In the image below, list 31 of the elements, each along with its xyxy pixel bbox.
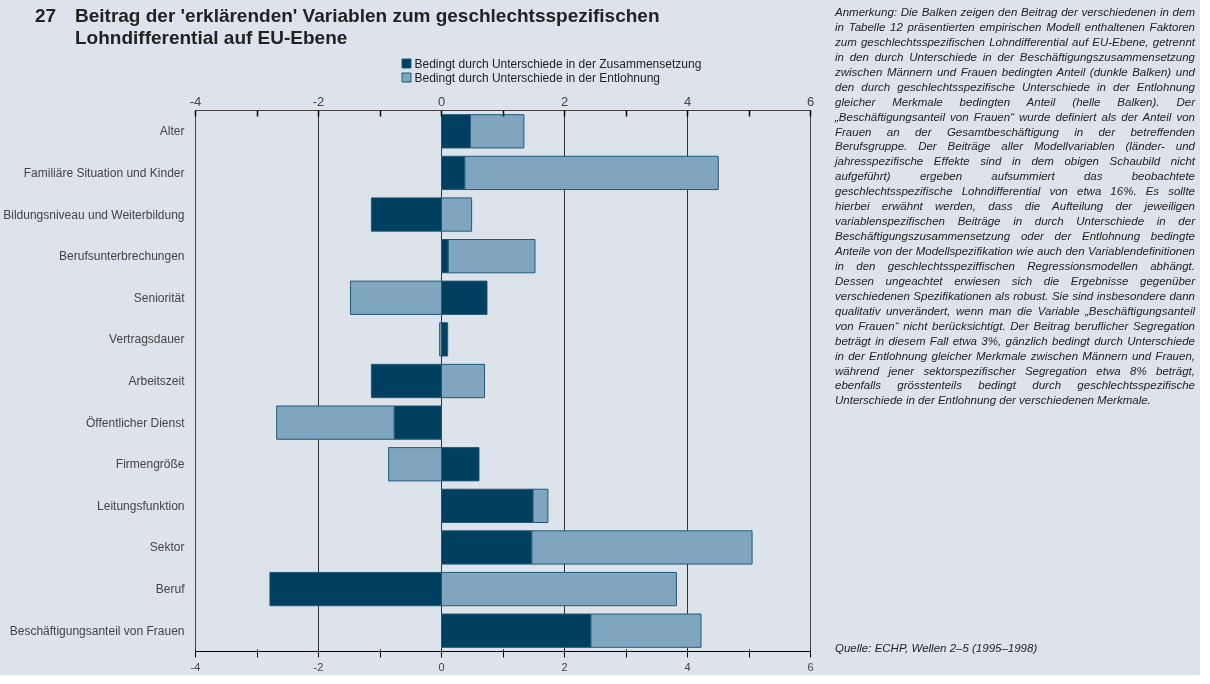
x-tick-label: -2 xyxy=(312,93,325,109)
x2-tick-label: 0 xyxy=(438,660,445,673)
y-tick-label: Berufsunterbrechungen xyxy=(59,249,185,264)
y-tick-label: Beruf xyxy=(155,582,186,597)
legend-label: Bedingt durch Unterschiede in der Entlohnung xyxy=(414,70,660,85)
y-tick-label: Öffentlicher Dienst xyxy=(86,415,186,430)
x-tick-label: -4 xyxy=(189,93,202,109)
x2-tick-label: 2 xyxy=(561,660,568,673)
x-tick-label: 6 xyxy=(806,93,815,109)
y-tick-label: Leitungsfunktion xyxy=(97,498,185,513)
x-tick-label: 4 xyxy=(683,93,692,109)
y-tick-label: Beschäftigungsanteil von Frauen xyxy=(9,623,185,638)
y-tick-label: Alter xyxy=(159,124,185,139)
x-tick-label: 2 xyxy=(560,93,569,109)
x2-tick-label: 4 xyxy=(684,660,691,673)
y-tick-label: Bildungsniveau und Weiterbildung xyxy=(3,207,185,222)
legend-label: Bedingt durch Unterschiede in der Zusammensetzung xyxy=(414,56,702,71)
text: 27 xyxy=(35,5,57,27)
x2-tick-label: -2 xyxy=(313,660,324,673)
x2-tick-label: 6 xyxy=(807,660,814,673)
y-tick-label: Sektor xyxy=(149,540,185,555)
text: Anmerkung: Die Balken zeigen den Beitrag der verschiedenen in dem in Tabelle 12 präsentierten empirischen Modell enthaltenen Faktoren zum geschlechtsspezifischen Lohndifferential auf EU-Ebene, getrennt in den durch Unterschiede in der Beschäftigungszusammensetzung zwischen Männern und Frauen bedingten Anteil (dunkle Balken) und den durch geschlechtsspezifische Unterschiede in der Entlohnung gleicher Merkmale bedingten Anteil (helle Balken). Der „Beschäftigungsanteil von Frauen“ wurde definiert als der Anteil von Frauen an der Gesamtbeschäftigung in der betreffenden Berufsgruppe. Der Beiträge aller Modellvariablen (länder- und jahresspezifische Effekte sind in dem obigen Schaubild nicht aufgeführt) ergeben aufsummiert das beobachtete geschlechtsspezifische Lohndifferential von etwa 16%. Es sollte hierbei erwähnt werden, dass die Aufteilung der jeweiligen variablenspezifischen Beiträge in durch Unterschiede in der Beschäftigungszusammensetzung oder der Entlohnung bedingte Anteile von der Modellspezifikation wie auch den Variablendefinitionen in den geschlechtsspeziffischen Regressionsmodellen abhängt. Dessen ungeachtet erwiesen sich die Ergebnisse gegenüber verschiedenen Spezifikationen als robust. Sie sind insbesondere dann qualitativ unverändert, wenn man die Variable „Beschäftigungsanteil von Frauen“ nicht berücksichtigt. Der Beitrag beruflicher Segregation beträgt in diesem Fall etwa 3%, gänzlich bedingt durch Unterschiede in der Entlohnung gleicher Merkmale zwischen Männern und Frauen, während jener sektorspezifischer Segregation etwa 8% beträgt, ebenfalls grösstenteils bedingt durch geschlechtsspezifische Unterschiede in der Entlohnung der verschiedenen Merkmale. xyxy=(835,6,1195,407)
y-tick-label: Vertragsdauer xyxy=(109,332,185,347)
chart-title: Beitrag der 'erklärenden' Variablen zum geschlechtsspezifischen Lohndifferential auf EU-Ebene xyxy=(75,5,661,49)
x-tick-label: 0 xyxy=(437,93,446,109)
y-tick-label: Seniorität xyxy=(133,290,186,305)
y-tick-label: Arbeitszeit xyxy=(128,374,186,388)
source-note: Quelle: ECHP, Wellen 2–5 (1995–1998) xyxy=(835,641,1038,656)
y-tick-label: Familiäre Situation und Kinder xyxy=(23,165,185,180)
y-tick-label: Firmengröße xyxy=(115,457,185,472)
x2-tick-label: -4 xyxy=(190,660,201,673)
